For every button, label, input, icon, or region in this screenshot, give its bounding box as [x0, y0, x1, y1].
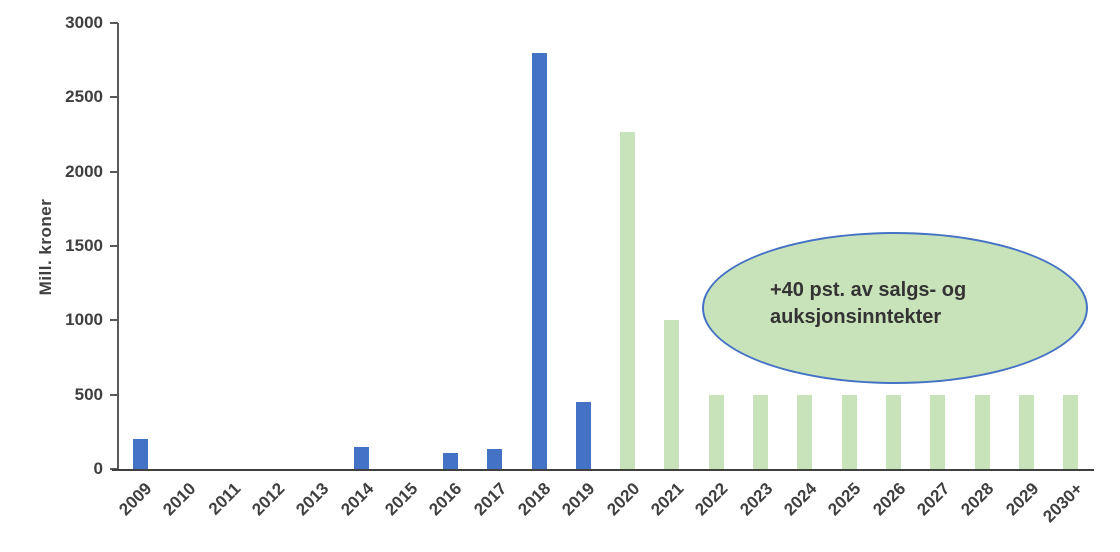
- y-tick-mark-2000: [110, 170, 118, 173]
- y-tick-mark-1500: [110, 245, 118, 247]
- annotation-line2: auksjonsinntekter: [770, 306, 942, 328]
- y-tick-label-2500: 2500: [65, 87, 103, 107]
- annotation-line1: +40 pst. av salgs- og: [770, 279, 967, 301]
- bar-2017: [487, 448, 503, 469]
- bar-2018: [531, 52, 547, 469]
- bar-2029: [1019, 394, 1035, 469]
- bar-2016: [442, 452, 458, 469]
- y-tick-mark-500: [110, 393, 118, 396]
- bar-2023: [753, 394, 769, 469]
- bar-2025: [841, 394, 857, 469]
- bar-2028: [974, 394, 990, 469]
- y-axis-title: Mill. kroner: [36, 198, 55, 296]
- bar-2014: [354, 446, 370, 469]
- y-tick-mark-3000: [110, 22, 118, 24]
- y-tick-mark-2500: [110, 96, 118, 99]
- y-tick-label-1500: 1500: [65, 236, 103, 255]
- bar-2020: [620, 131, 636, 469]
- bar-2024: [797, 394, 813, 469]
- annotation-ellipse: +40 pst. av salgs- og auksjonsinntekter: [702, 232, 1088, 384]
- bar-2030+: [1063, 394, 1079, 469]
- y-tick-label-0: 0: [93, 459, 103, 478]
- y-axis-line: [117, 23, 119, 470]
- y-tick-mark-1000: [110, 319, 118, 322]
- bar-2026: [886, 394, 902, 469]
- y-tick-label-500: 500: [74, 384, 103, 404]
- bar-2027: [930, 394, 946, 469]
- bar-2009: [132, 439, 148, 469]
- y-tick-label-2000: 2000: [65, 161, 103, 181]
- x-axis-line: [112, 469, 1094, 471]
- y-tick-label-3000: 3000: [65, 13, 103, 32]
- bar-2022: [708, 394, 724, 469]
- bar-2021: [664, 320, 680, 469]
- bar-2019: [575, 402, 591, 469]
- y-tick-label-1000: 1000: [65, 310, 103, 330]
